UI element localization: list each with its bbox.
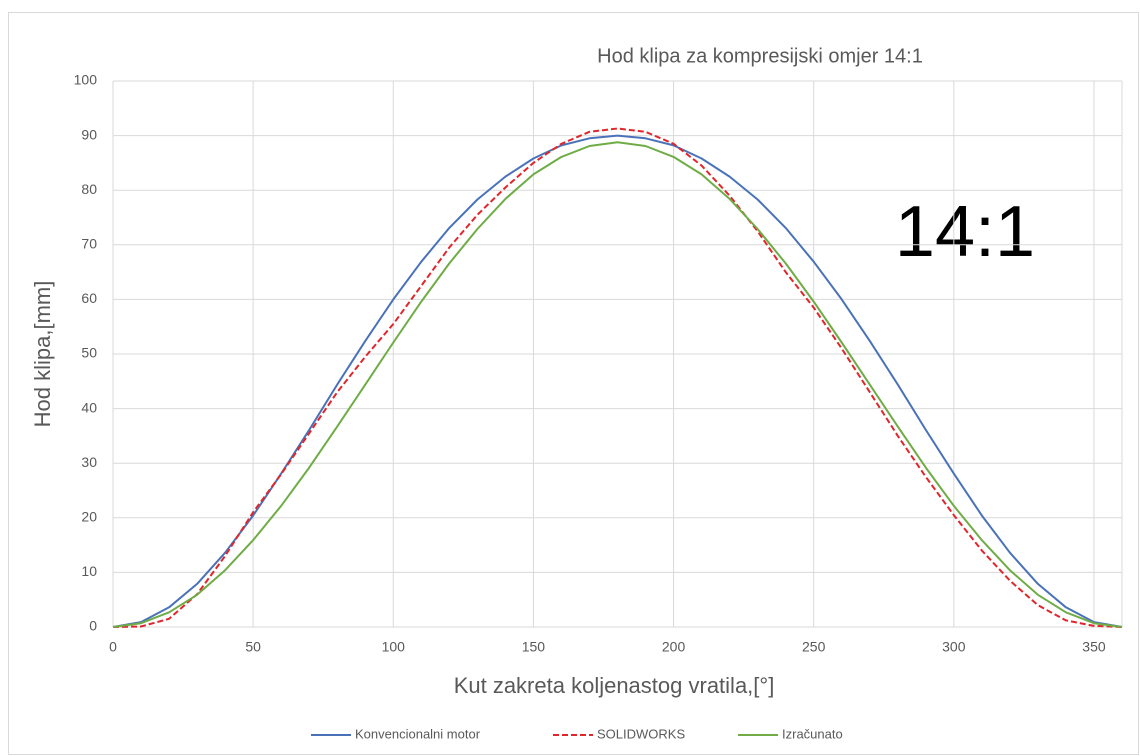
y-tick-label: 100 — [74, 72, 98, 88]
chart-title: Hod klipa za kompresijski omjer 14:1 — [597, 45, 923, 67]
y-tick-label: 10 — [81, 563, 97, 579]
y-tick-label: 60 — [81, 290, 97, 306]
x-tick-label: 250 — [802, 639, 826, 655]
x-axis-label: Kut zakreta koljenastog vratila,[°] — [454, 673, 775, 698]
x-tick-label: 200 — [662, 639, 686, 655]
series-line — [112, 127, 1123, 628]
x-tick-label: 50 — [245, 639, 261, 655]
y-tick-label: 70 — [81, 236, 97, 252]
annotation: 14:1 — [895, 192, 1035, 272]
x-tick-label: 0 — [109, 639, 117, 655]
y-tick-label: 0 — [89, 618, 97, 634]
series-line — [112, 134, 1123, 628]
legend-label: Konvencionalni motor — [355, 726, 481, 741]
y-tick-label: 50 — [81, 345, 97, 361]
y-tick-label: 20 — [81, 509, 97, 525]
y-tick-label: 90 — [81, 126, 97, 142]
x-tick-label: 150 — [522, 639, 546, 655]
chart-border — [8, 12, 1139, 755]
y-axis-label: Hod klipa,[mm] — [30, 281, 55, 428]
legend-label: Izračunato — [782, 726, 843, 741]
series-line — [112, 141, 1123, 628]
y-tick-label: 80 — [81, 181, 97, 197]
y-tick-label: 40 — [81, 399, 97, 415]
legend-label: SOLIDWORKS — [597, 726, 685, 741]
y-tick-label: 30 — [81, 454, 97, 470]
x-tick-label: 100 — [382, 639, 406, 655]
x-tick-label: 350 — [1082, 639, 1106, 655]
x-tick-label: 300 — [942, 639, 966, 655]
